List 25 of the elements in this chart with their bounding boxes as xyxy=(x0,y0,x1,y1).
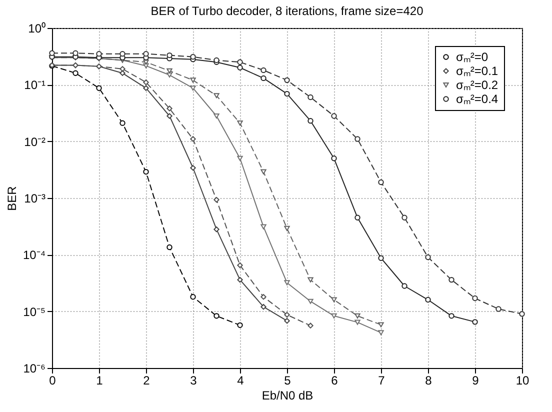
x-tick-label: 8 xyxy=(425,374,432,388)
legend-label: σₘ²=0.2 xyxy=(456,78,498,92)
chart-title: BER of Turbo decoder, 8 iterations, frame size=420 xyxy=(150,4,424,18)
x-tick-label: 4 xyxy=(237,374,244,388)
y-tick-label: 10⁻¹ xyxy=(24,78,46,92)
x-tick-label: 7 xyxy=(378,374,386,388)
x-tick-label: 0 xyxy=(49,374,56,388)
legend-label: σₘ²=0 xyxy=(456,50,488,64)
y-tick-label: 10⁰ xyxy=(28,22,46,36)
x-tick-label: 10 xyxy=(516,374,530,388)
y-tick-label: 10⁻³ xyxy=(24,192,46,206)
x-tick-label: 2 xyxy=(143,374,150,388)
legend-label: σₘ²=0.1 xyxy=(456,64,498,78)
x-axis-title: Eb/N0 dB xyxy=(262,388,314,402)
y-tick-label: 10⁻⁵ xyxy=(23,304,46,319)
y-tick-label: 10⁻⁴ xyxy=(22,248,46,262)
y-tick-label: 10⁻⁶ xyxy=(23,362,46,376)
legend-label: σₘ²=0.4 xyxy=(456,92,498,106)
y-axis-title: BER xyxy=(4,186,19,211)
x-tick-label: 5 xyxy=(284,374,292,388)
x-tick-label: 9 xyxy=(472,374,480,388)
x-tick-label: 3 xyxy=(190,374,198,388)
x-tick-label: 1 xyxy=(96,374,104,388)
x-tick-label: 6 xyxy=(331,374,338,388)
y-tick-label: 10⁻² xyxy=(24,134,46,149)
